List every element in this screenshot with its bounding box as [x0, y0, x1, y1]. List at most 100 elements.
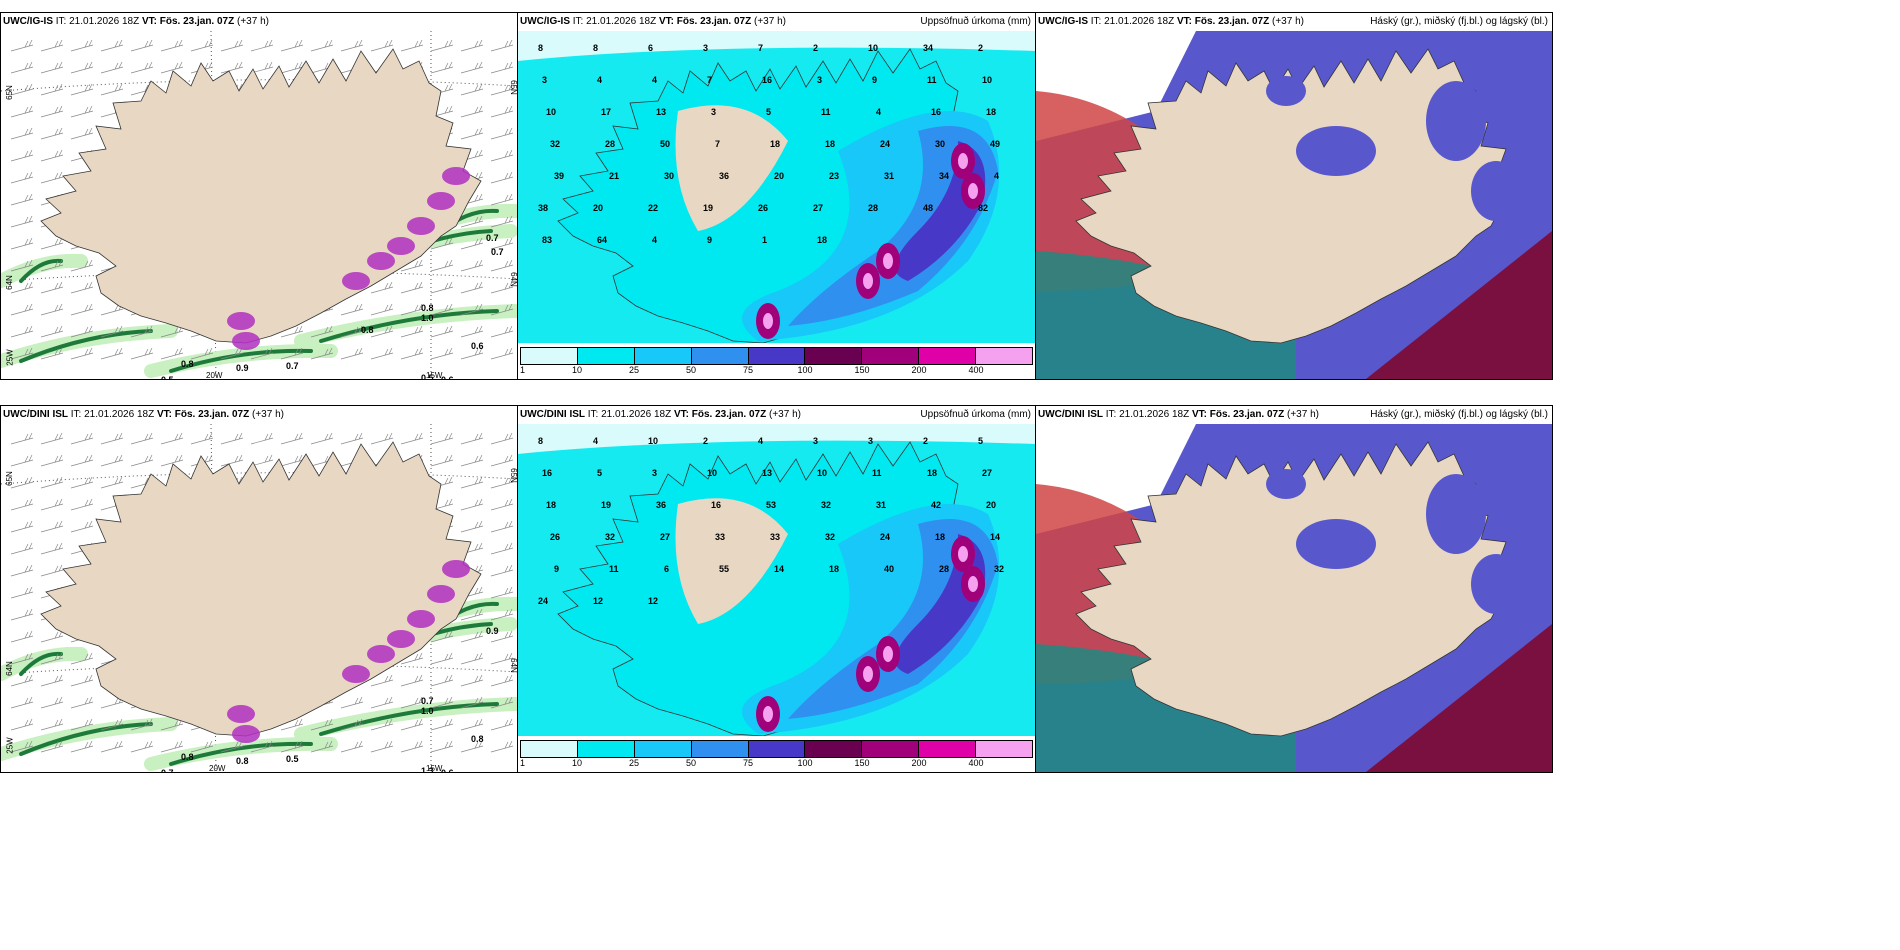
- wind-barb: [10, 586, 34, 599]
- wind-barb: [490, 149, 514, 162]
- wind-barb: [370, 718, 394, 731]
- wind-barb: [10, 564, 34, 577]
- precip-peak: [883, 646, 893, 662]
- value-label: 21: [609, 171, 619, 181]
- wind-barb: [40, 740, 64, 753]
- value-label: 34: [923, 43, 933, 53]
- value-label: 3: [817, 75, 822, 85]
- wind-barb: [430, 281, 454, 294]
- wind-barb: [70, 718, 94, 731]
- wind-field: [1, 424, 517, 772]
- value-label: 4: [593, 436, 598, 446]
- wind-barb: [430, 259, 454, 272]
- wind-barb: [100, 454, 124, 467]
- value-labels: 0.70.50.80.71.00.80.90.81.30.6: [161, 626, 499, 772]
- value-label: 11: [609, 564, 619, 574]
- wind-barb: [130, 61, 154, 74]
- wind-barb: [70, 652, 94, 665]
- value-label: 27: [813, 203, 823, 213]
- cloud-dark: [1366, 624, 1552, 772]
- wind-barb: [40, 542, 64, 555]
- wind-barb: [10, 61, 34, 74]
- wind-barb: [100, 718, 124, 731]
- wind-barb: [340, 740, 364, 753]
- value-label: 33: [770, 532, 780, 542]
- wind-barb: [400, 281, 424, 294]
- wind-barb: [460, 718, 484, 731]
- value-label: 3: [542, 75, 547, 85]
- wind-barb: [70, 432, 94, 445]
- value-label: 27: [982, 468, 992, 478]
- legend-swatch: [805, 348, 863, 364]
- wind-barb: [460, 105, 484, 118]
- precip-field: [518, 31, 1035, 349]
- value-label: 49: [990, 139, 1000, 149]
- wind-barb: [280, 325, 304, 338]
- wind-barb: [70, 347, 94, 360]
- wind-barb: [460, 454, 484, 467]
- value-label: 3: [868, 436, 873, 446]
- value-label: 20: [593, 203, 603, 213]
- wind-barb: [70, 476, 94, 489]
- legend-swatch: [521, 741, 578, 757]
- value-label: 27: [660, 532, 670, 542]
- wind-barb: [340, 432, 364, 445]
- wind-barb: [10, 520, 34, 533]
- value-label: 3: [813, 436, 818, 446]
- wind-barb: [40, 718, 64, 731]
- wind-barb: [40, 325, 64, 338]
- panel-header: UWC/DINI ISL IT: 21.01.2026 18Z VT: Fös.…: [520, 409, 801, 420]
- value-label: 83: [542, 235, 552, 245]
- wind-barb: [430, 696, 454, 709]
- wind-barb: [40, 696, 64, 709]
- wind-barb: [190, 347, 214, 360]
- wind-barb: [70, 520, 94, 533]
- value-label: 2: [978, 43, 983, 53]
- wind-barb: [10, 432, 34, 445]
- value-label: 26: [550, 532, 560, 542]
- wind-barb: [460, 325, 484, 338]
- wind-barb: [10, 83, 34, 96]
- wind-barb: [100, 740, 124, 753]
- lat-label: 64N: [4, 275, 14, 290]
- wind-barb: [400, 303, 424, 316]
- wind-barb: [490, 476, 514, 489]
- cloud-map: [1036, 31, 1552, 379]
- wind-map: 0.50.70.60.81.00.80.70.90.50.60.80.7: [1, 31, 517, 379]
- legend-swatch: [521, 348, 578, 364]
- value-label: 82: [978, 203, 988, 213]
- wind-barb: [70, 740, 94, 753]
- snow-cell: [407, 217, 435, 235]
- wind-barb: [130, 347, 154, 360]
- legend-swatch: [862, 741, 920, 757]
- value-label: 0.5: [286, 754, 299, 764]
- wind-barb: [400, 718, 424, 731]
- value-label: 9: [707, 235, 712, 245]
- value-label: 0.7: [421, 696, 434, 706]
- value-label: 23: [829, 171, 839, 181]
- value-label: 16: [542, 468, 552, 478]
- wind-barb: [70, 39, 94, 52]
- snow-cell: [367, 645, 395, 663]
- value-label: 4: [597, 75, 602, 85]
- wind-barb: [10, 740, 34, 753]
- precip-streak-core: [19, 329, 153, 363]
- wind-barb: [310, 347, 334, 360]
- wind-barb: [340, 325, 364, 338]
- panel-title: Háský (gr.), miðský (fj.bl.) og lágský (…: [1370, 409, 1548, 420]
- legend-swatch: [976, 741, 1033, 757]
- precip-peak: [968, 183, 978, 199]
- wind-barb: [250, 347, 274, 360]
- precip-legend: 1 10 25 50 75 100 150 200 400: [518, 736, 1035, 772]
- wind-barb: [400, 39, 424, 52]
- value-label: 8: [538, 436, 543, 446]
- wind-barb: [160, 61, 184, 74]
- wind-barb: [460, 39, 484, 52]
- value-label: 18: [770, 139, 780, 149]
- value-label: 10: [546, 107, 556, 117]
- wind-barb: [70, 325, 94, 338]
- value-label: 19: [703, 203, 713, 213]
- legend-label: 50: [685, 758, 697, 768]
- wind-barb: [70, 281, 94, 294]
